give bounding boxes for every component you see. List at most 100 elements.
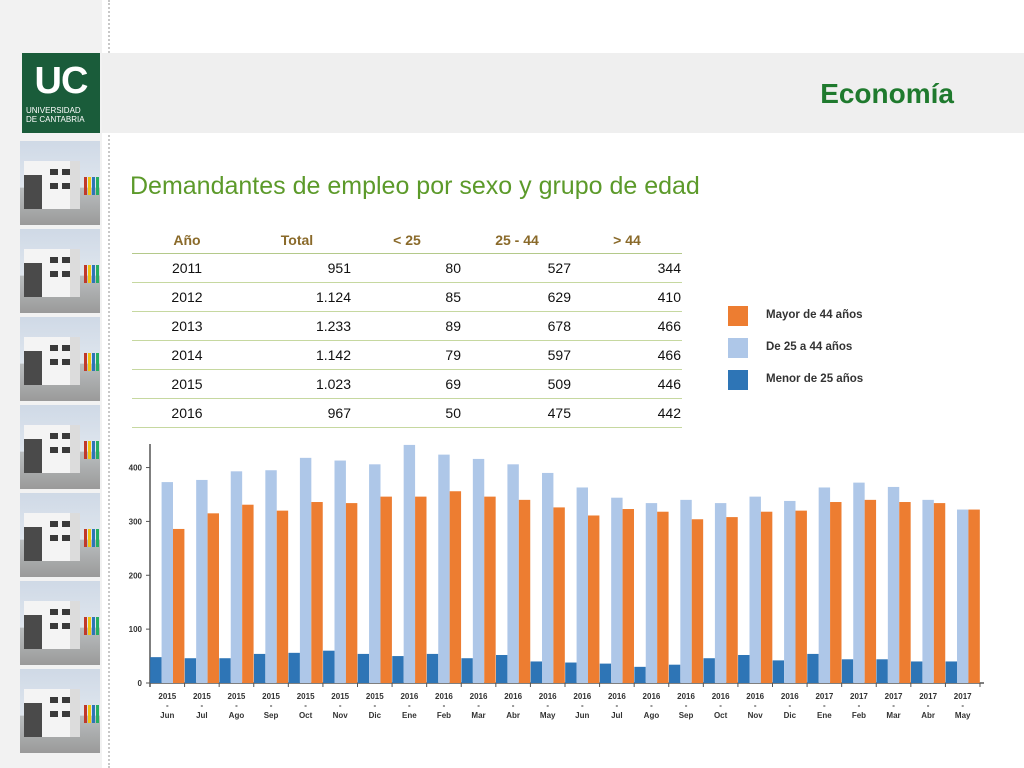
table-cell: 597 xyxy=(462,340,572,370)
table-cell: 442 xyxy=(572,398,682,428)
x-tick-label-month: May xyxy=(955,711,971,720)
x-tick-label-month: May xyxy=(540,711,556,720)
table-row: 2012 1.124 85 629 410 xyxy=(132,282,682,312)
bar-under25 xyxy=(288,652,300,683)
x-tick-label-year: 2017 xyxy=(919,692,937,701)
bar-under25 xyxy=(945,661,958,683)
x-tick-label-month: Dic xyxy=(369,711,382,720)
x-tick-label-dash: - xyxy=(719,701,722,710)
y-tick-label: 400 xyxy=(129,464,143,473)
x-tick-label-dash: - xyxy=(270,701,273,710)
bar-under25 xyxy=(392,656,404,683)
x-tick-label-year: 2016 xyxy=(608,692,626,701)
y-tick-label: 300 xyxy=(129,517,143,526)
bar-25-44 xyxy=(611,497,623,683)
bar-over44 xyxy=(968,509,980,683)
bar-over44 xyxy=(518,499,531,683)
bar-under25 xyxy=(530,661,543,683)
bar-25-44 xyxy=(334,460,346,683)
bar-25-44 xyxy=(818,487,831,683)
legend-label: Menor de 25 años xyxy=(766,373,864,385)
bar-over44 xyxy=(311,502,323,683)
x-tick-label-year: 2016 xyxy=(400,692,418,701)
table-row: 2015 1.023 69 509 446 xyxy=(132,369,682,399)
x-tick-label-year: 2015 xyxy=(297,692,315,701)
table-cell: 466 xyxy=(572,340,682,370)
table-cell: 629 xyxy=(462,282,572,312)
bar-over44 xyxy=(691,519,704,683)
bar-25-44 xyxy=(576,487,588,683)
bar-25-44 xyxy=(922,499,934,683)
building-thumbnail xyxy=(20,141,100,225)
table-cell: 89 xyxy=(352,311,462,341)
x-tick-label-year: 2016 xyxy=(573,692,591,701)
x-tick-label-dash: - xyxy=(858,701,861,710)
bar-over44 xyxy=(449,491,462,683)
bar-over44 xyxy=(207,513,219,683)
x-tick-label-year: 2016 xyxy=(781,692,799,701)
bar-over44 xyxy=(760,511,773,683)
x-tick-label-month: Jun xyxy=(575,711,589,720)
x-tick-label-dash: - xyxy=(339,701,342,710)
table-cell: 527 xyxy=(462,253,572,283)
logo-line-2: DE CANTABRIA xyxy=(26,115,85,124)
bar-chart: 01002003004002015-Jun2015-Jul2015-Ago201… xyxy=(129,444,984,720)
x-tick-label-month: Feb xyxy=(437,711,451,720)
x-tick-label-month: Mar xyxy=(886,711,900,720)
x-tick-label-year: 2015 xyxy=(228,692,246,701)
building-thumbnail xyxy=(20,317,100,401)
bar-over44 xyxy=(622,509,634,683)
bar-over44 xyxy=(380,496,392,683)
uc-logo: UC UNIVERSIDAD DE CANTABRIA xyxy=(22,53,100,133)
bar-25-44 xyxy=(161,482,173,683)
bar-under25 xyxy=(876,659,888,683)
bar-over44 xyxy=(345,503,358,683)
table-header-row: Año Total < 25 25 - 44 > 44 xyxy=(132,227,682,254)
page-title: Economía xyxy=(820,78,954,109)
bar-25-44 xyxy=(784,500,796,683)
logo-mark: UC xyxy=(34,60,89,102)
bar-under25 xyxy=(703,658,715,683)
bar-over44 xyxy=(242,504,254,683)
table-cell: 475 xyxy=(462,398,572,428)
table-cell: 2015 xyxy=(132,369,242,399)
legend-item-over44: Mayor de 44 años xyxy=(728,306,928,326)
x-tick-label-year: 2016 xyxy=(470,692,488,701)
legend-swatch-25-44 xyxy=(728,338,748,358)
bar-25-44 xyxy=(887,486,900,683)
bar-25-44 xyxy=(749,496,761,683)
x-tick-label-month: Nov xyxy=(748,711,764,720)
building-thumbnail xyxy=(20,229,100,313)
bar-25-44 xyxy=(438,454,450,683)
legend-label: Mayor de 44 años xyxy=(766,309,863,321)
header-band xyxy=(102,53,1024,133)
bar-25-44 xyxy=(542,472,554,683)
col-header-total: Total xyxy=(242,227,352,254)
x-tick-label-dash: - xyxy=(373,701,376,710)
logo-text: UNIVERSIDAD DE CANTABRIA xyxy=(26,106,96,124)
logo-line-1: UNIVERSIDAD xyxy=(26,106,81,115)
table-cell: 80 xyxy=(352,253,462,283)
bar-over44 xyxy=(795,510,807,683)
x-tick-label-dash: - xyxy=(512,701,515,710)
x-tick-label-month: Jul xyxy=(196,711,208,720)
bar-over44 xyxy=(276,510,289,683)
table-cell: 1.124 xyxy=(242,282,352,312)
table-cell: 69 xyxy=(352,369,462,399)
x-tick-label-month: Jun xyxy=(160,711,174,720)
bar-under25 xyxy=(150,657,162,683)
bar-under25 xyxy=(253,653,266,683)
table-cell: 1.142 xyxy=(242,340,352,370)
x-tick-label-year: 2017 xyxy=(850,692,868,701)
x-tick-label-dash: - xyxy=(166,701,169,710)
legend-item-under25: Menor de 25 años xyxy=(728,370,928,390)
table-cell: 951 xyxy=(242,253,352,283)
x-tick-label-dash: - xyxy=(927,701,930,710)
x-tick-label-dash: - xyxy=(892,701,895,710)
bar-over44 xyxy=(933,503,946,683)
table-cell: 466 xyxy=(572,311,682,341)
x-tick-label-dash: - xyxy=(304,701,307,710)
x-tick-label-month: Oct xyxy=(299,711,313,720)
building-thumbnail xyxy=(20,405,100,489)
table-cell: 344 xyxy=(572,253,682,283)
